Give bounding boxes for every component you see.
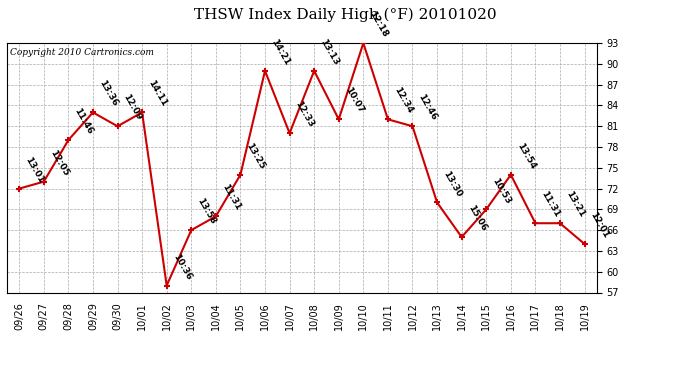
Text: 13:25: 13:25 <box>244 141 267 171</box>
Text: 13:36: 13:36 <box>97 79 119 108</box>
Text: 11:46: 11:46 <box>72 106 95 136</box>
Text: 12:18: 12:18 <box>368 10 390 39</box>
Text: 12:46: 12:46 <box>417 93 439 122</box>
Text: 10:36: 10:36 <box>171 252 193 281</box>
Text: 13:58: 13:58 <box>195 197 217 226</box>
Text: 12:33: 12:33 <box>294 100 316 129</box>
Text: Copyright 2010 Cartronics.com: Copyright 2010 Cartronics.com <box>10 48 154 57</box>
Text: 13:01: 13:01 <box>23 155 46 184</box>
Text: 10:53: 10:53 <box>491 176 513 205</box>
Text: 13:13: 13:13 <box>318 38 340 67</box>
Text: 11:31: 11:31 <box>540 190 562 219</box>
Text: 13:21: 13:21 <box>564 190 586 219</box>
Text: THSW Index Daily High (°F) 20101020: THSW Index Daily High (°F) 20101020 <box>194 8 496 22</box>
Text: 12:01: 12:01 <box>589 211 611 240</box>
Text: 14:21: 14:21 <box>269 37 291 67</box>
Text: 10:07: 10:07 <box>343 86 365 115</box>
Text: 15:06: 15:06 <box>466 204 488 233</box>
Text: 12:05: 12:05 <box>48 148 70 177</box>
Text: 13:30: 13:30 <box>441 169 463 198</box>
Text: 12:34: 12:34 <box>392 86 414 115</box>
Text: 13:54: 13:54 <box>515 141 537 171</box>
Text: 11:31: 11:31 <box>220 183 242 212</box>
Text: 12:09: 12:09 <box>121 93 144 122</box>
Text: 14:11: 14:11 <box>146 79 168 108</box>
